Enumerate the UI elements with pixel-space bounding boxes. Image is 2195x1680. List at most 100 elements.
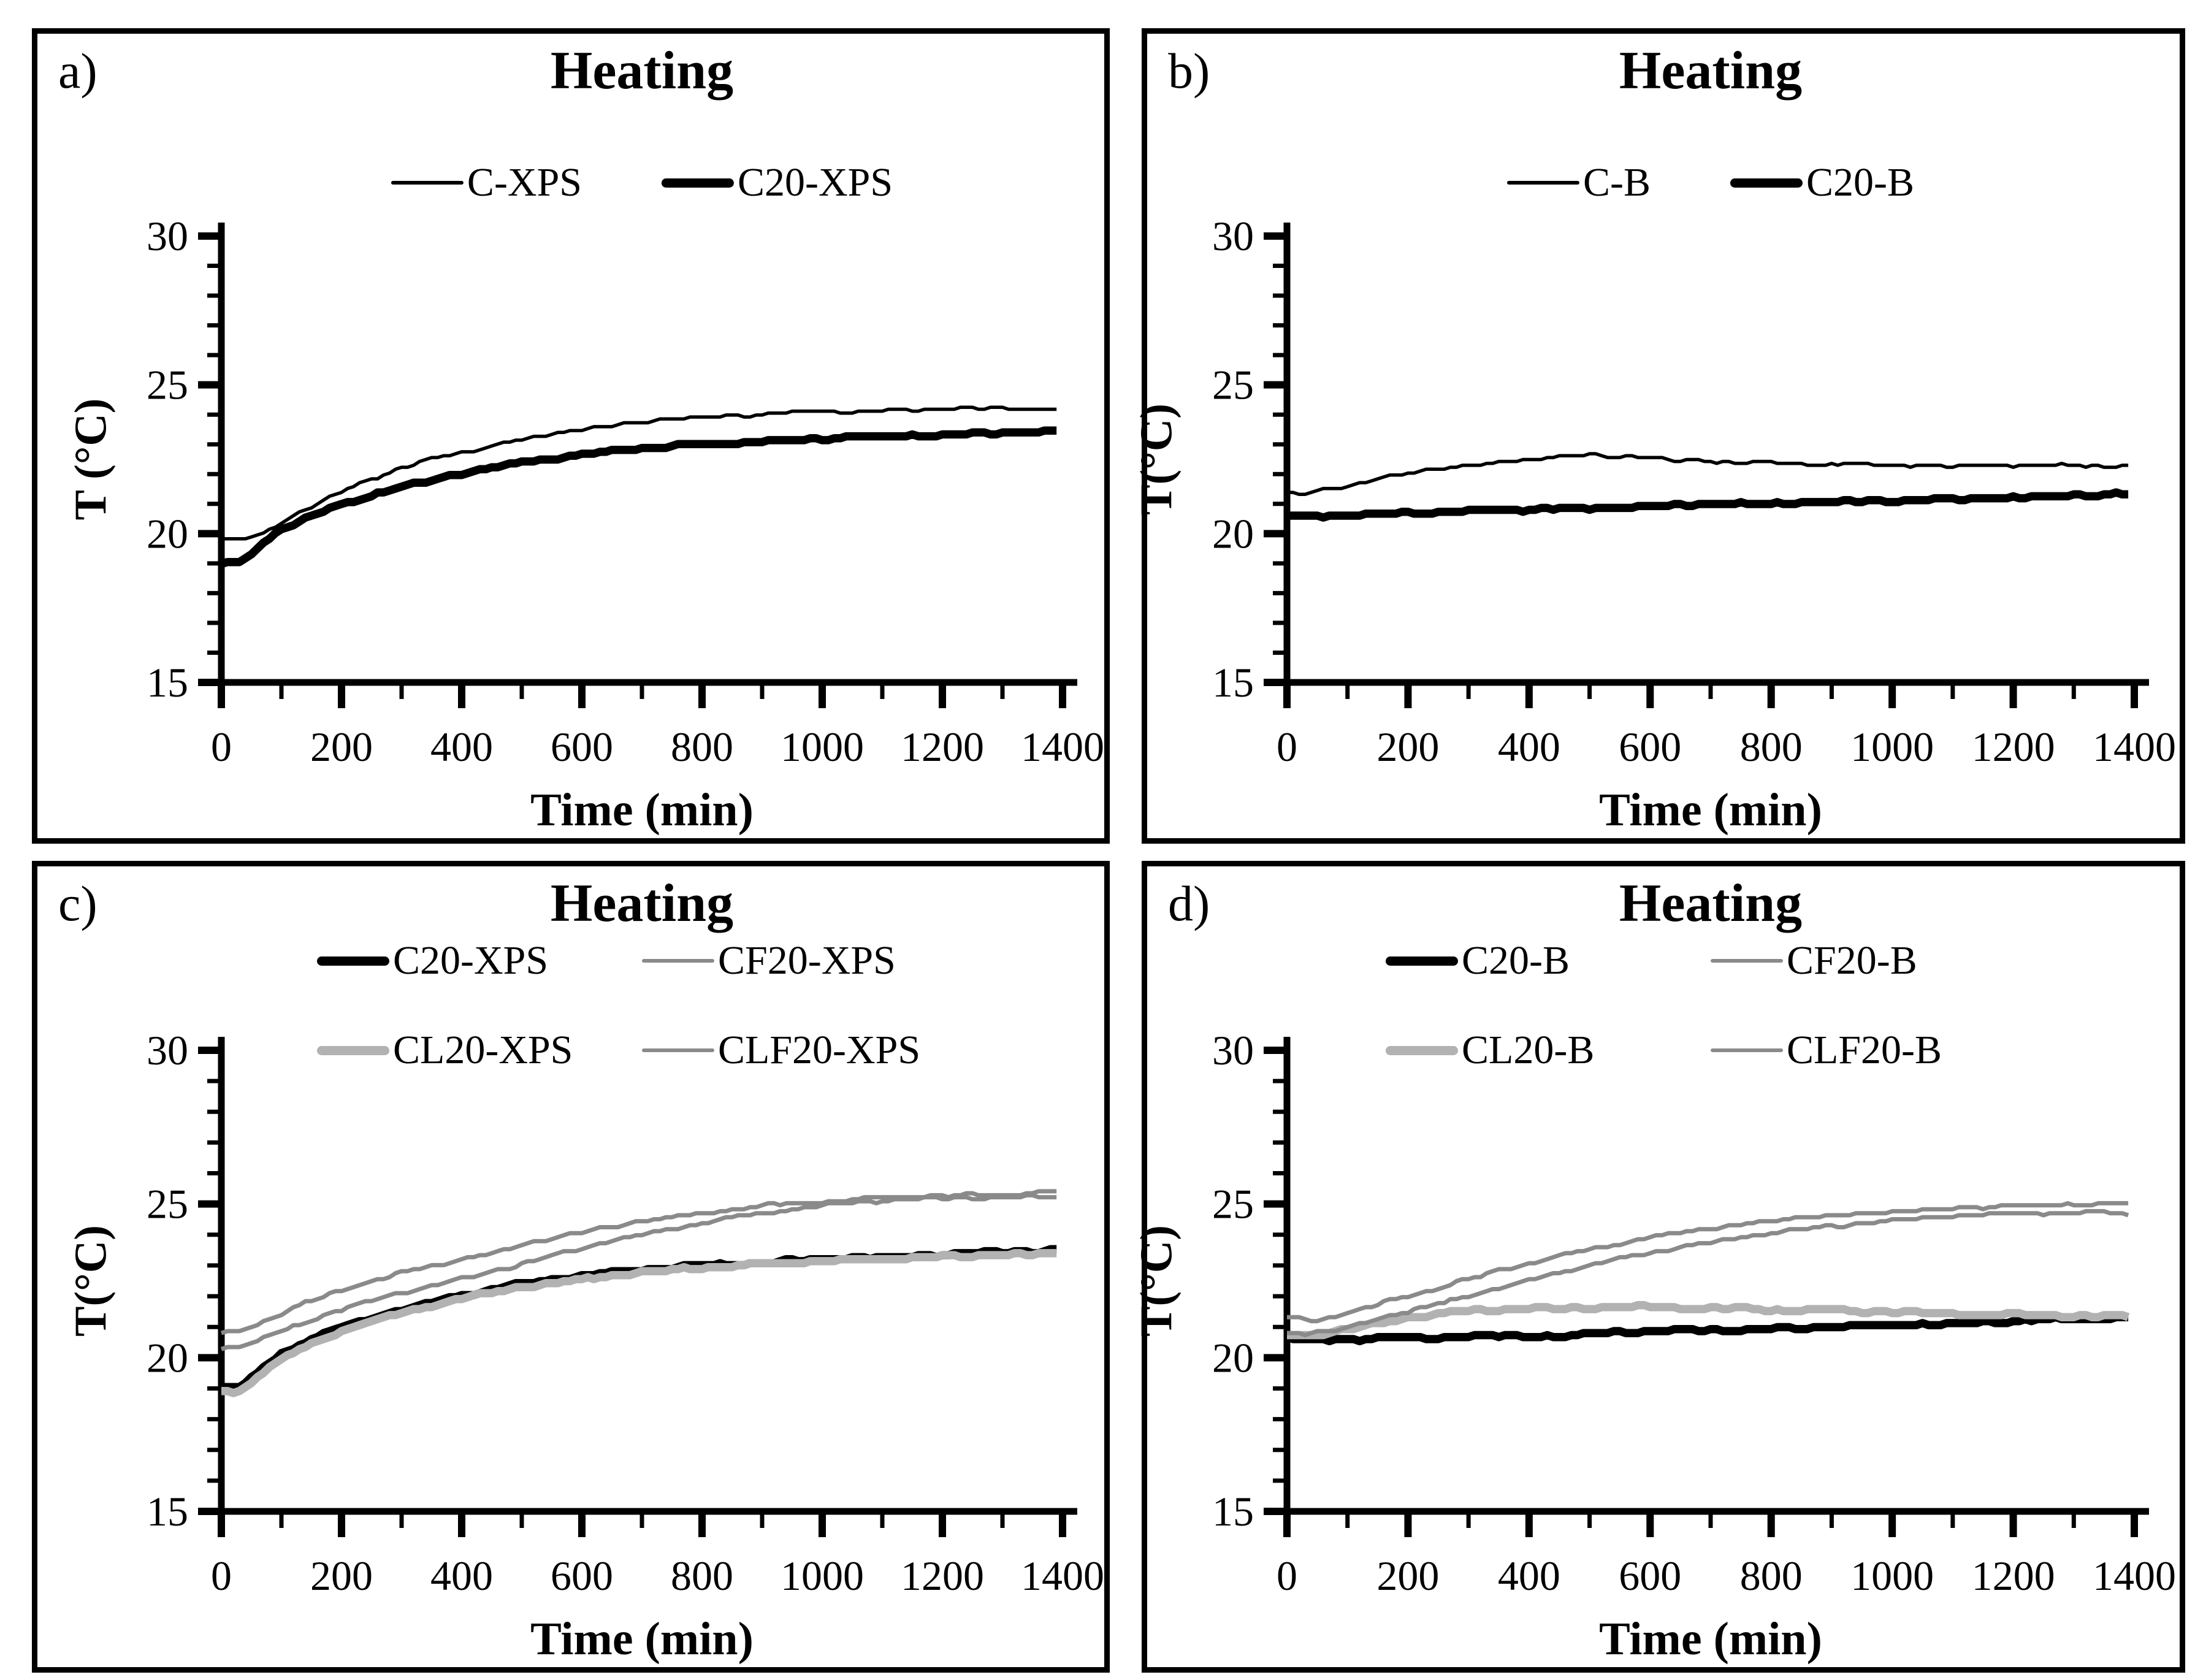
legend-item-cl20-xps: CL20-XPS [317, 1027, 573, 1074]
panel-d: d) Heating C20-B CF20-B CL20-B CLF20-B T(°C… [1132, 861, 2185, 1673]
y-tick-label: 30 [1212, 1027, 1254, 1074]
legend-item-c-b: C-B [1506, 159, 1651, 206]
legend-item-cf20-xps: CF20-XPS [642, 937, 896, 984]
y-tick-label: 20 [1212, 510, 1254, 557]
legend-label: C20-B [1462, 938, 1570, 983]
legend-label: CL20-B [1462, 1028, 1595, 1072]
y-tick-label: 20 [1212, 1334, 1254, 1381]
x-tick-label: 1200 [901, 1552, 984, 1599]
series-line-clf20-xps [220, 1193, 1057, 1351]
panel-c-title: Heating [550, 874, 734, 933]
panel-d-title: Heating [1619, 874, 1803, 933]
panel-a-inner: a) Heating C-XPS C20-XPS T (°C) Time (min… [37, 34, 1104, 838]
x-tick-label: 800 [1740, 724, 1803, 770]
panel-b-x-axis-label: Time (min) [1599, 784, 1822, 836]
x-tick-label: 600 [1619, 724, 1681, 770]
legend-item-cf20-b: CF20-B [1711, 937, 1917, 984]
x-tick-label: 0 [211, 1552, 232, 1599]
x-tick-label: 1200 [1972, 1552, 2055, 1599]
legend-line-swatch [642, 959, 714, 963]
legend-label: CLF20-XPS [718, 1028, 921, 1072]
x-tick-label: 0 [1277, 1552, 1297, 1599]
panel-a-legend: C-XPS C20-XPS [391, 159, 893, 206]
y-tick-label: 30 [147, 1027, 188, 1074]
series-line-c20-xps [220, 426, 1057, 568]
x-tick-label: 600 [1619, 1552, 1681, 1599]
x-tick-label: 400 [1498, 724, 1560, 770]
panel-b-plot-area: 15 20 25 30 0 200 400 600 800 1000 1200 1400 [1212, 213, 2176, 770]
y-tick-label: 20 [147, 1334, 188, 1381]
x-tick-label: 1200 [1972, 724, 2055, 770]
x-tick-label: 800 [1740, 1552, 1803, 1599]
legend-line-swatch [1386, 1045, 1458, 1055]
panel-c-x-axis-label: Time (min) [530, 1613, 754, 1665]
series-line-cf20-b [1287, 1201, 2129, 1324]
panel-b-letter: b) [1168, 43, 1210, 99]
x-tick-label: 400 [430, 724, 493, 770]
x-tick-label: 600 [551, 1552, 613, 1599]
panel-d-plot-area: 15 20 25 30 0 200 400 600 800 1000 1200 1400 [1212, 1027, 2176, 1599]
x-tick-label: 800 [671, 724, 733, 770]
series-line-c-b [1287, 452, 2129, 497]
x-tick-label: 1400 [2093, 724, 2176, 770]
legend-line-swatch [1711, 1048, 1783, 1052]
panel-a-title: Heating [550, 41, 734, 101]
x-tick-label: 1400 [1021, 1552, 1104, 1599]
y-tick-label: 25 [1212, 362, 1254, 408]
legend-item-c20-xps: C20-XPS [317, 937, 548, 984]
series-line-clf20-b [1287, 1208, 2129, 1337]
series-line-cl20-b [1287, 1300, 2130, 1340]
panel-c-letter: c) [58, 876, 97, 931]
panel-b-legend: C-B C20-B [1506, 159, 1914, 206]
y-tick-label: 25 [147, 1181, 188, 1228]
legend-label: CL20-XPS [393, 1028, 573, 1072]
x-tick-label: 800 [671, 1552, 733, 1599]
series-line-c-xps [221, 405, 1057, 541]
legend-item-c20-b: C20-B [1730, 159, 1914, 206]
series-line-cl20-xps [221, 1249, 1057, 1397]
panel-c-plot-area: 15 20 25 30 0 200 400 600 800 1000 1200 1400 [147, 1027, 1104, 1599]
x-tick-label: 1200 [901, 724, 984, 770]
legend-label: CF20-B [1787, 938, 1917, 983]
legend-line-swatch [662, 178, 734, 188]
legend-line-swatch [1386, 956, 1458, 966]
y-tick-label: 15 [147, 1488, 188, 1535]
legend-line-swatch [642, 1048, 714, 1052]
panel-b-inner: b) Heating C-B C20-B T(°C) Time (min) 15 2… [1132, 34, 2180, 838]
x-tick-label: 1000 [781, 724, 864, 770]
x-tick-label: 400 [1498, 1552, 1560, 1599]
y-tick-label: 15 [1212, 1488, 1254, 1535]
legend-label: CLF20-B [1787, 1028, 1942, 1072]
legend-item-c20-b: C20-B [1386, 937, 1570, 984]
legend-label: C20-B [1806, 160, 1915, 205]
legend-label: C20-XPS [738, 160, 893, 205]
panel-d-letter: d) [1168, 876, 1210, 931]
panel-b: b) Heating C-B C20-B T(°C) Time (min) 15 2… [1132, 28, 2185, 844]
x-tick-label: 200 [310, 1552, 373, 1599]
x-tick-label: 0 [1277, 724, 1297, 770]
panel-c: c) Heating C20-XPS CF20-XPS CL20-XPS CLF20-… [32, 861, 1110, 1673]
legend-line-swatch [391, 181, 464, 185]
x-tick-label: 400 [430, 1552, 493, 1599]
legend-item-clf20-b: CLF20-B [1711, 1027, 1942, 1074]
x-tick-label: 1000 [1850, 724, 1934, 770]
y-tick-label: 30 [1212, 213, 1254, 259]
x-tick-label: 1400 [1021, 724, 1104, 770]
y-tick-label: 25 [1212, 1181, 1254, 1228]
legend-label: C-XPS [467, 160, 582, 205]
panel-d-legend: C20-B CF20-B CL20-B CLF20-B [1386, 937, 2036, 1074]
x-tick-label: 200 [310, 724, 373, 770]
y-tick-label: 15 [1212, 659, 1254, 706]
panel-a-letter: a) [58, 43, 97, 99]
x-tick-label: 200 [1376, 1552, 1439, 1599]
x-tick-label: 1000 [1850, 1552, 1934, 1599]
y-tick-label: 30 [147, 213, 188, 259]
legend-line-swatch [1506, 181, 1579, 185]
x-tick-label: 0 [211, 724, 232, 770]
panel-d-inner: d) Heating C20-B CF20-B CL20-B CLF20-B T(°C… [1132, 866, 2180, 1667]
legend-line-swatch [317, 1045, 389, 1055]
panel-a: a) Heating C-XPS C20-XPS T (°C) Time (min… [32, 28, 1110, 844]
y-tick-label: 25 [147, 362, 188, 408]
series-line-c20-b [1287, 488, 2129, 522]
series-line-c20-b [1285, 1313, 2129, 1346]
